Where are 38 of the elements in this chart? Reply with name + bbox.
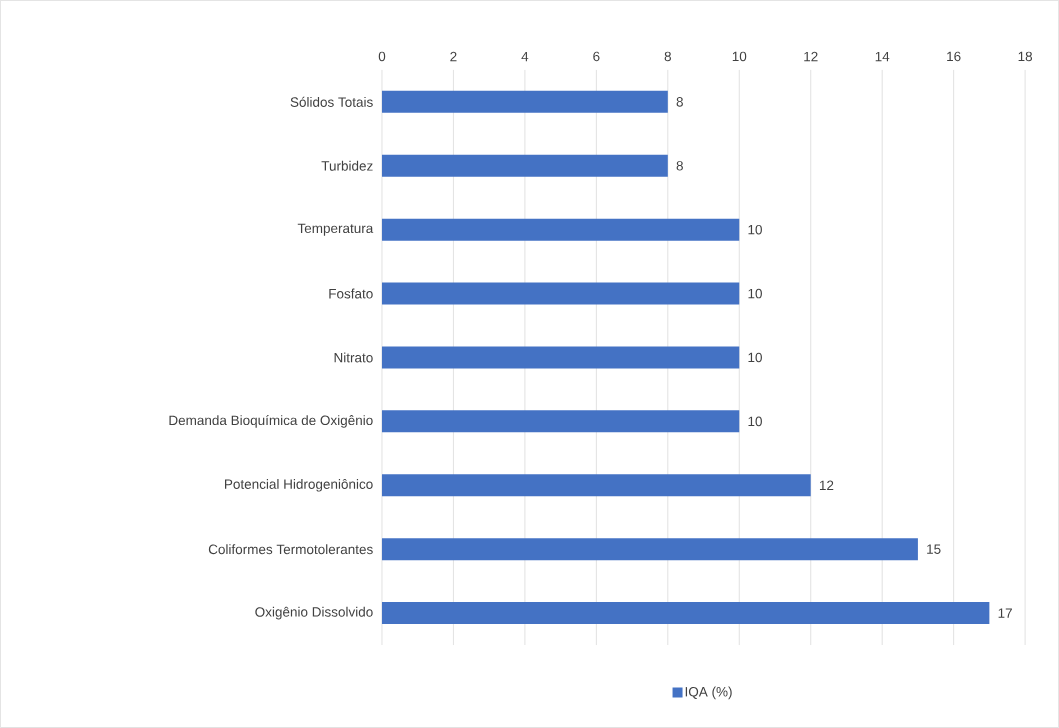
bar [381,154,668,177]
data-label: 12 [819,480,834,491]
legend-label: IQA (%) [685,686,732,700]
data-label: 10 [748,352,762,363]
y-tick-label: Sólidos Totais [290,96,373,107]
x-tick-label: 16 [947,51,961,62]
data-label: 10 [748,224,762,235]
y-tick-label: Fosfato [329,288,373,299]
x-tick-label: 14 [875,51,890,62]
x-tick-label: 4 [521,51,529,62]
x-tick-label: 2 [450,51,457,62]
bar [381,282,740,305]
bar [381,410,740,433]
bar [381,346,740,369]
data-label: 17 [998,608,1012,618]
data-label: 8 [676,97,683,107]
y-tick-label: Temperatura [297,223,374,236]
bar [381,602,990,625]
bar [381,538,918,561]
x-tick-label: 6 [593,51,600,62]
x-tick-label: 18 [1018,51,1033,62]
bar [381,90,668,113]
bar [381,218,740,241]
x-tick-label: 12 [804,51,818,62]
data-label: 10 [748,416,762,427]
data-label: 8 [676,161,683,171]
data-label: 15 [927,544,941,554]
x-tick-label: 10 [732,51,747,62]
x-tick-label: 0 [378,51,386,62]
y-tick-label: Demanda Bioquímica de Oxigênio [169,415,373,428]
y-tick-label: Coliformes Termotolerantes [208,544,373,555]
x-tick-label: 8 [664,51,671,62]
y-tick-label: Potencial Hidrogeniônico [225,478,373,492]
data-label: 10 [748,288,762,299]
y-tick-label: Oxigênio Dissolvido [255,606,373,620]
y-tick-label: Turbidez [321,160,373,171]
y-tick-label: Nitrato [334,352,373,363]
bar [381,474,811,497]
